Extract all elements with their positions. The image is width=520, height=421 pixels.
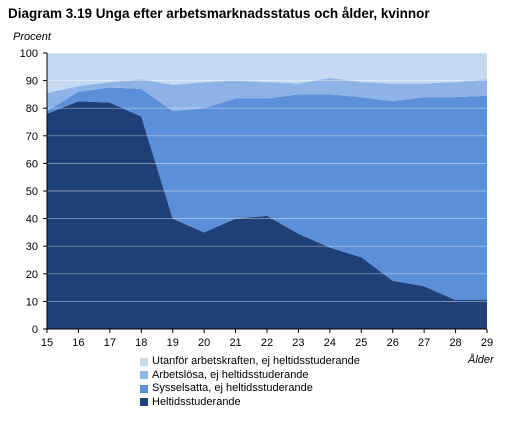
y-tick-label: 90 xyxy=(26,76,38,88)
legend-swatch xyxy=(140,384,148,393)
x-tick-label: 22 xyxy=(261,337,273,349)
x-tick-label: 27 xyxy=(418,337,430,349)
y-tick-label: 40 xyxy=(26,214,38,226)
x-tick-label: 17 xyxy=(104,337,116,349)
y-tick-label: 100 xyxy=(20,48,38,60)
y-tick-label: 50 xyxy=(26,186,38,198)
x-tick-label: 25 xyxy=(355,337,367,349)
x-tick-label: 20 xyxy=(198,337,210,349)
legend-label: Arbetslösa, ej heltidsstuderande xyxy=(152,368,309,381)
legend-swatch xyxy=(140,357,148,366)
y-tick-label: 10 xyxy=(26,296,38,308)
legend-label: Utanför arbetskraften, ej heltidsstudera… xyxy=(152,355,360,367)
x-tick-label: 16 xyxy=(72,337,84,349)
legend-item: Utanför arbetskraften, ej heltidsstudera… xyxy=(140,355,360,369)
x-tick-label: 18 xyxy=(135,337,147,349)
legend-swatch xyxy=(140,371,148,380)
y-axis-label: Procent xyxy=(13,31,51,43)
y-tick-label: 80 xyxy=(26,103,38,115)
x-tick-label: 21 xyxy=(229,337,241,349)
legend-item: Heltidsstuderande xyxy=(140,396,360,410)
y-tick-label: 20 xyxy=(26,269,38,281)
x-tick-label: 28 xyxy=(449,337,461,349)
legend-item: Sysselsatta, ej heltidsstuderande xyxy=(140,382,360,396)
x-axis-label: Ålder xyxy=(468,354,494,366)
legend-label: Sysselsatta, ej heltidsstuderande xyxy=(152,382,313,394)
y-tick-label: 30 xyxy=(26,241,38,253)
x-tick-label: 15 xyxy=(41,337,53,349)
area-series xyxy=(47,77,487,111)
area-series xyxy=(47,87,487,301)
x-tick-label: 24 xyxy=(324,337,336,349)
x-tick-label: 23 xyxy=(292,337,304,349)
area-series xyxy=(47,53,487,94)
x-tick-label: 29 xyxy=(481,337,493,349)
legend: Utanför arbetskraften, ej heltidsstudera… xyxy=(140,355,360,409)
y-tick-label: 70 xyxy=(26,131,38,143)
x-tick-label: 19 xyxy=(167,337,179,349)
legend-label: Heltidsstuderande xyxy=(152,395,241,408)
y-tick-label: 0 xyxy=(32,324,38,336)
legend-item: Arbetslösa, ej heltidsstuderande xyxy=(140,369,360,383)
area-series xyxy=(47,101,487,329)
legend-swatch xyxy=(140,398,148,407)
chart-title: Diagram 3.19 Unga efter arbetsmarknadsst… xyxy=(8,6,430,21)
x-tick-label: 26 xyxy=(387,337,399,349)
y-tick-label: 60 xyxy=(26,158,38,170)
